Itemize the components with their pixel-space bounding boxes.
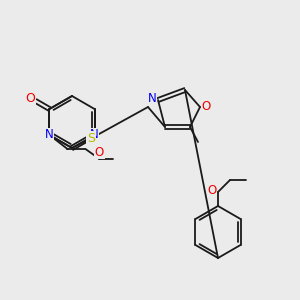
Text: N: N [148,92,156,104]
Text: O: O [26,92,35,104]
Text: O: O [207,184,217,197]
Text: N: N [45,128,54,142]
Text: N: N [90,128,99,142]
Text: O: O [201,100,211,113]
Text: S: S [87,132,95,145]
Text: O: O [95,146,104,158]
